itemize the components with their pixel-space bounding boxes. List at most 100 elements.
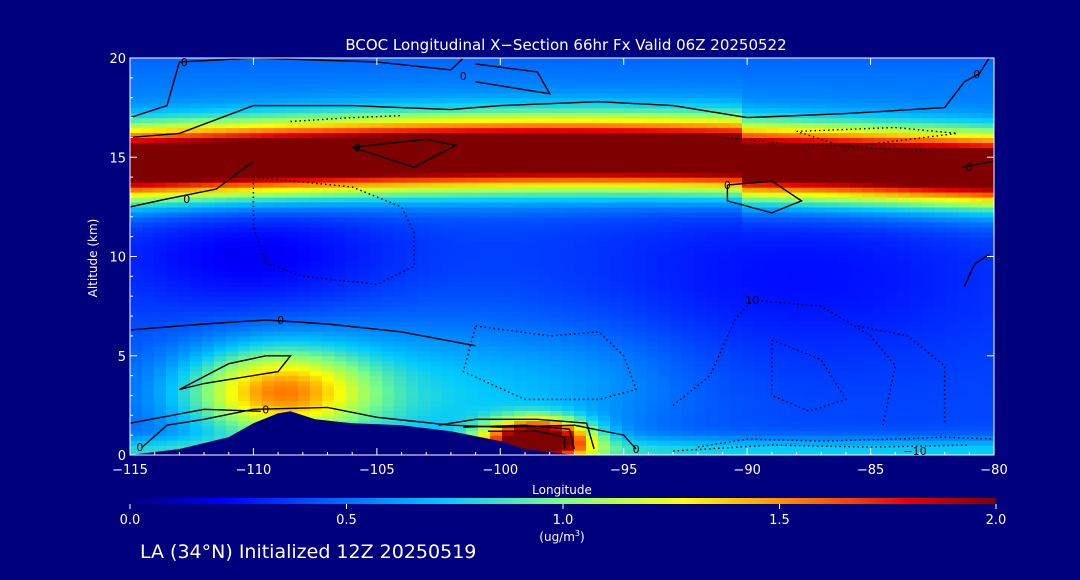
heatmap-cell	[394, 281, 407, 287]
heatmap-cell	[154, 221, 167, 228]
heatmap-cell	[526, 251, 539, 258]
heatmap-cell	[298, 221, 311, 228]
heatmap-cell	[538, 301, 551, 307]
heatmap-cell	[334, 286, 347, 292]
heatmap-cell	[586, 291, 599, 297]
heatmap-cell	[706, 201, 719, 208]
heatmap-cell	[262, 117, 275, 124]
heatmap-cell	[418, 77, 431, 84]
heatmap-cell	[838, 231, 851, 238]
heatmap-cell	[586, 296, 599, 302]
heatmap-cell	[286, 395, 299, 401]
heatmap-cell	[574, 316, 587, 322]
heatmap-cell	[550, 187, 563, 193]
heatmap-cell	[442, 236, 455, 243]
heatmap-cell	[682, 375, 695, 382]
heatmap-cell	[358, 335, 371, 342]
heatmap-cell	[358, 221, 371, 228]
heatmap-cell	[850, 271, 863, 277]
heatmap-cell	[670, 63, 683, 69]
heatmap-cell	[718, 400, 731, 406]
heatmap-cell	[862, 445, 875, 451]
heatmap-cell	[466, 365, 479, 372]
heatmap-cell	[454, 206, 467, 213]
heatmap-cell	[286, 355, 299, 362]
heatmap-cell	[706, 172, 719, 178]
heatmap-cell	[214, 256, 227, 263]
heatmap-cell	[598, 266, 611, 272]
heatmap-cell	[166, 187, 179, 193]
heatmap-cell	[634, 221, 647, 228]
heatmap-cell	[490, 321, 503, 327]
heatmap-cell	[238, 72, 251, 79]
heatmap-cell	[586, 420, 599, 426]
heatmap-cell	[802, 291, 815, 297]
heatmap-cell	[598, 251, 611, 258]
heatmap-cell	[718, 246, 731, 253]
heatmap-cell	[550, 311, 563, 317]
heatmap-cell	[814, 450, 827, 455]
heatmap-cell	[574, 142, 587, 148]
heatmap-cell	[562, 122, 575, 129]
heatmap-cell	[406, 301, 419, 307]
heatmap-cell	[334, 92, 347, 99]
heatmap-cell	[862, 425, 875, 431]
heatmap-cell	[394, 127, 407, 134]
heatmap-cell	[778, 196, 791, 203]
heatmap-cell	[826, 192, 839, 198]
heatmap-cell	[514, 137, 527, 143]
heatmap-cell	[574, 261, 587, 268]
heatmap-cell	[274, 266, 287, 272]
heatmap-cell	[742, 182, 755, 188]
heatmap-cell	[214, 236, 227, 243]
heatmap-cell	[850, 167, 863, 173]
heatmap-cell	[634, 395, 647, 401]
heatmap-cell	[190, 221, 203, 228]
heatmap-cell	[490, 375, 503, 382]
heatmap-cell	[862, 385, 875, 392]
heatmap-cell	[814, 266, 827, 272]
heatmap-cell	[286, 241, 299, 248]
heatmap-cell	[826, 410, 839, 416]
heatmap-cell	[238, 63, 251, 69]
heatmap-cell	[526, 400, 539, 406]
heatmap-cell	[202, 92, 215, 99]
heatmap-cell	[682, 107, 695, 114]
heatmap-cell	[766, 107, 779, 114]
heatmap-cell	[298, 216, 311, 223]
heatmap-cell	[214, 72, 227, 79]
heatmap-cell	[214, 400, 227, 406]
heatmap-cell	[178, 425, 191, 431]
heatmap-cell	[838, 117, 851, 124]
heatmap-cell	[370, 192, 383, 198]
heatmap-cell	[178, 301, 191, 307]
heatmap-cell	[562, 201, 575, 208]
heatmap-cell	[814, 271, 827, 277]
heatmap-cell	[274, 281, 287, 287]
heatmap-cell	[310, 281, 323, 287]
heatmap-cell	[694, 92, 707, 99]
heatmap-cell	[514, 326, 527, 332]
heatmap-cell	[430, 122, 443, 129]
heatmap-cell	[862, 266, 875, 272]
heatmap-cell	[454, 211, 467, 218]
heatmap-cell	[562, 157, 575, 163]
heatmap-cell	[778, 291, 791, 297]
heatmap-cell	[346, 122, 359, 129]
heatmap-cell	[454, 157, 467, 163]
heatmap-cell	[574, 152, 587, 158]
heatmap-cell	[850, 97, 863, 104]
heatmap-cell	[154, 430, 167, 436]
heatmap-cell	[478, 216, 491, 223]
heatmap-cell	[706, 182, 719, 188]
heatmap-cell	[490, 157, 503, 163]
heatmap-cell	[454, 256, 467, 263]
heatmap-cell	[298, 385, 311, 392]
heatmap-cell	[190, 107, 203, 114]
heatmap-cell	[742, 77, 755, 84]
heatmap-cell	[490, 435, 503, 441]
heatmap-cell	[178, 231, 191, 238]
heatmap-cell	[814, 87, 827, 94]
heatmap-cell	[418, 142, 431, 148]
heatmap-cell	[154, 395, 167, 401]
